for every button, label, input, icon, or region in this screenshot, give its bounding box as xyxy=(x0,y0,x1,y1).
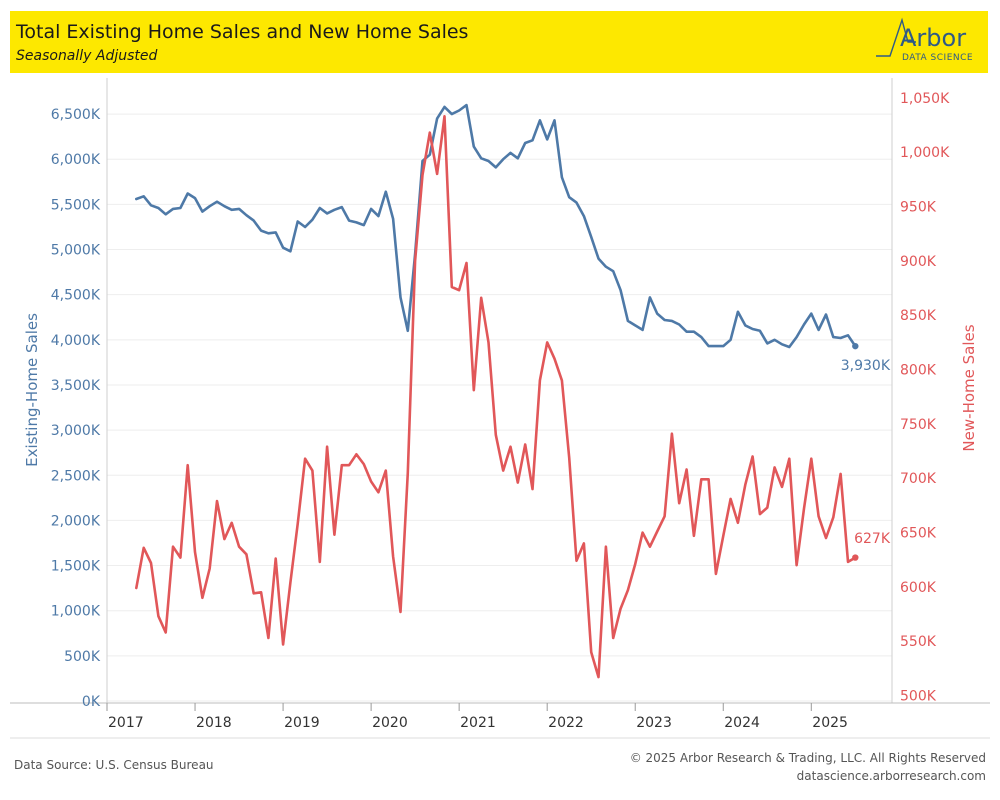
right-tick-label: 850K xyxy=(900,308,937,324)
right-tick-label: 750K xyxy=(900,417,937,433)
right-axis-ticks: 500K 550K 600K 650K 700K 750K 800K 850K 900K 950K… xyxy=(900,91,950,705)
x-tick-label: 2019 xyxy=(284,715,320,731)
left-tick-label: 1,000K xyxy=(51,604,101,620)
right-tick-label: 650K xyxy=(900,526,937,542)
new-last-point xyxy=(852,554,859,561)
title-banner xyxy=(10,11,988,73)
x-tick-label: 2025 xyxy=(812,715,848,731)
left-tick-label: 3,500K xyxy=(51,378,101,394)
chart-axes xyxy=(10,78,990,739)
logo-word: Arbor xyxy=(900,24,967,52)
left-tick-label: 4,000K xyxy=(51,333,101,349)
right-tick-label: 600K xyxy=(900,580,937,596)
left-tick-label: 1,500K xyxy=(51,559,101,575)
x-tick-label: 2017 xyxy=(108,715,144,731)
left-tick-label: 2,500K xyxy=(51,468,101,484)
x-tick-label: 2018 xyxy=(196,715,232,731)
left-tick-label: 6,000K xyxy=(51,152,101,168)
right-tick-label: 700K xyxy=(900,471,937,487)
left-tick-label: 5,000K xyxy=(51,243,101,259)
website-link[interactable]: datascience.arborresearch.com xyxy=(796,769,986,783)
right-tick-label: 1,000K xyxy=(900,145,950,161)
data-source: Data Source: U.S. Census Bureau xyxy=(14,758,214,772)
left-tick-label: 4,500K xyxy=(51,288,101,304)
right-tick-label: 950K xyxy=(900,200,937,216)
x-tick-label: 2020 xyxy=(372,715,408,731)
left-axis-label: Existing-Home Sales xyxy=(23,313,41,467)
left-tick-label: 500K xyxy=(64,649,101,665)
right-tick-label: 1,050K xyxy=(900,91,950,107)
right-tick-label: 500K xyxy=(900,689,937,705)
copyright-text: © 2025 Arbor Research & Trading, LLC. Al… xyxy=(629,751,986,765)
left-tick-label: 0K xyxy=(82,694,101,710)
right-tick-label: 800K xyxy=(900,363,937,379)
new-home-sales-line xyxy=(135,115,857,679)
right-tick-label: 550K xyxy=(900,634,937,650)
arbor-logo-mark-icon xyxy=(876,17,916,57)
arbor-logo: Arbor DATA SCIENCE xyxy=(872,16,984,70)
series-lines xyxy=(135,103,859,679)
chart-subtitle: Seasonally Adjusted xyxy=(16,48,158,64)
left-tick-label: 5,500K xyxy=(51,197,101,213)
logo-subtitle: DATA SCIENCE xyxy=(902,53,974,63)
x-tick-label: 2024 xyxy=(724,715,760,731)
right-axis-label: New-Home Sales xyxy=(960,324,978,451)
left-tick-label: 6,500K xyxy=(51,107,101,123)
existing-last-point xyxy=(852,342,859,350)
grid-lines xyxy=(107,113,892,702)
left-axis-ticks: 0K 500K 1,000K 1,500K 2,000K 2,500K 3,000K 3,50… xyxy=(51,107,101,710)
left-tick-label: 2,000K xyxy=(51,513,101,529)
new-last-value-label: 627K xyxy=(854,531,891,547)
x-tick-label: 2022 xyxy=(548,715,584,731)
footer-credits: © 2025 Arbor Research & Trading, LLC. Al… xyxy=(630,749,986,785)
left-tick-label: 3,000K xyxy=(51,423,101,439)
existing-last-value-label: 3,930K xyxy=(841,358,891,374)
x-tick-label: 2021 xyxy=(460,715,496,731)
right-tick-label: 900K xyxy=(900,254,937,270)
x-tick-label: 2023 xyxy=(636,715,672,731)
chart-title: Total Existing Home Sales and New Home S… xyxy=(16,21,469,43)
existing-home-sales-line xyxy=(135,103,857,349)
x-axis-ticks: 2017 2018 2019 2020 2021 2022 2023 2024 2025 xyxy=(106,703,848,731)
